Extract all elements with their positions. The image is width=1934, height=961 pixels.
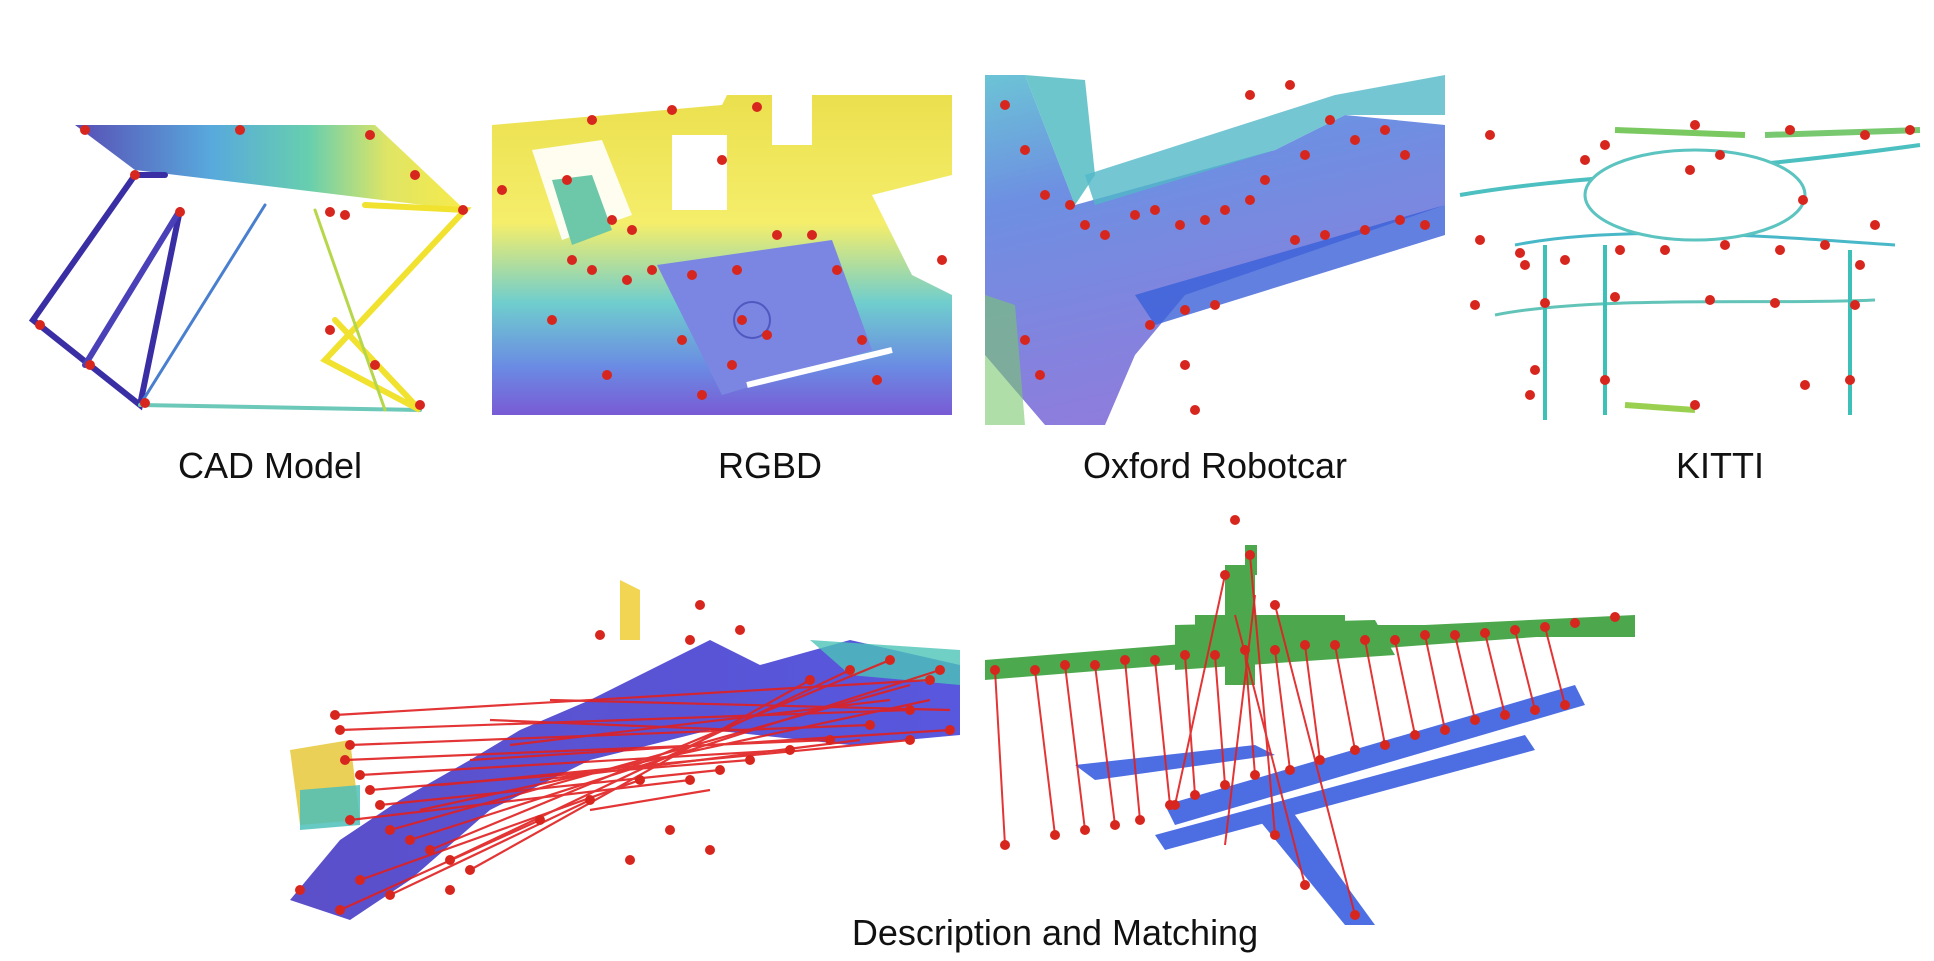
cad-model-panel	[25, 120, 485, 420]
match-lines-right	[994, 554, 1566, 916]
matching-right-point-cloud	[985, 515, 1635, 925]
rgbd-panel	[492, 95, 952, 415]
caption-kitti: KITTI	[1676, 445, 1764, 486]
matching-right-keypoints	[990, 515, 1620, 920]
matching-right-panel	[975, 505, 1665, 925]
matching-left-point-cloud	[290, 580, 960, 920]
blue-cloud	[1075, 685, 1585, 925]
kitti-keypoints	[1470, 120, 1915, 410]
rgbd-point-cloud	[492, 95, 952, 415]
oxford-robotcar-panel	[985, 55, 1445, 425]
cad-keypoints	[35, 125, 468, 410]
caption-cad-model: CAD Model	[177, 445, 363, 486]
cad-point-cloud	[28, 125, 472, 413]
kitti-panel	[1455, 75, 1925, 425]
caption-oxford-robotcar: Oxford Robotcar	[1082, 445, 1348, 486]
matching-left-panel	[290, 580, 960, 925]
caption-description-and-matching: Description and Matching	[851, 912, 1259, 953]
caption-rgbd: RGBD	[717, 445, 822, 486]
match-lines-left	[334, 658, 951, 912]
oxford-point-cloud	[985, 75, 1445, 425]
kitti-point-cloud	[1459, 120, 1921, 420]
green-cloud	[985, 545, 1635, 685]
oxford-keypoints	[1000, 80, 1430, 415]
rgbd-keypoints	[497, 102, 947, 400]
matching-left-keypoints	[295, 600, 955, 915]
